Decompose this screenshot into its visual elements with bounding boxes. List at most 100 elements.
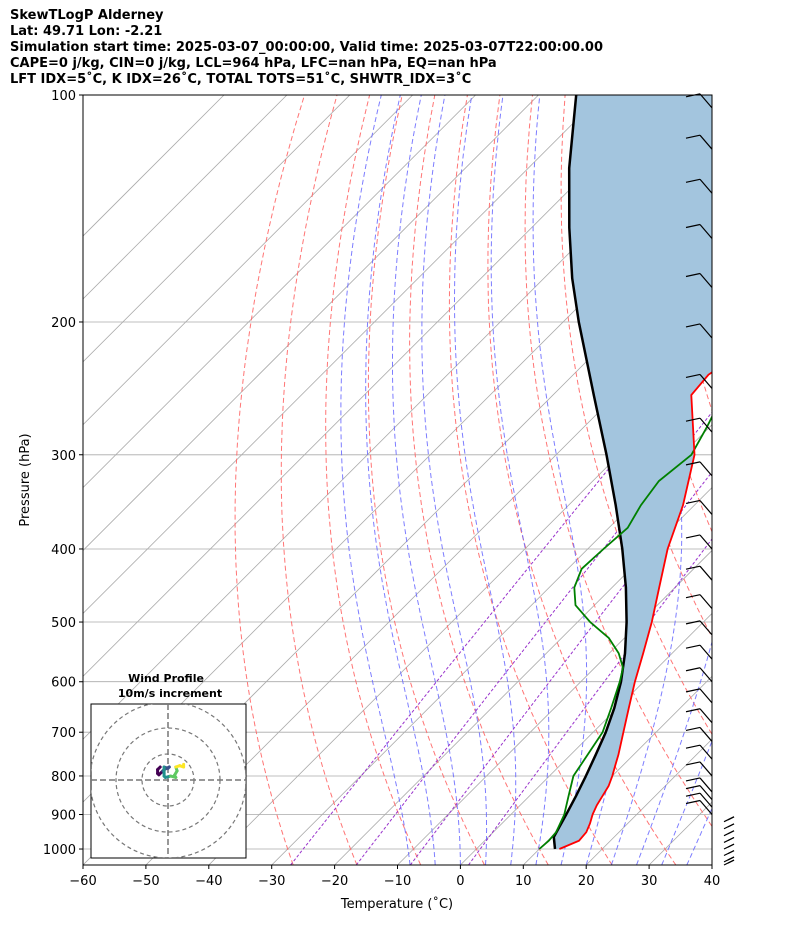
wind-barb bbox=[685, 417, 713, 433]
isotherm-line bbox=[83, 95, 539, 552]
wind-barb bbox=[685, 792, 713, 808]
isotherm-line bbox=[83, 95, 602, 614]
title-stability: CAPE=0 j/kg, CIN=0 j/kg, LCL=964 hPa, LF… bbox=[10, 56, 497, 71]
wind-barbs bbox=[685, 93, 735, 866]
mixing-ratio-line bbox=[290, 394, 670, 865]
dewpoint-line bbox=[538, 414, 712, 850]
dry-adiabat-line bbox=[325, 95, 422, 865]
isotherm-line bbox=[145, 298, 712, 865]
isotherm-line bbox=[775, 95, 794, 865]
x-tick-label: 20 bbox=[578, 874, 595, 889]
chart-title: SkewTLogP Alderney Lat: 49.71 Lon: -2.21… bbox=[10, 8, 603, 88]
moist-adiabat-line bbox=[636, 95, 712, 865]
isotherm-line bbox=[397, 549, 712, 865]
moist-adiabat-line bbox=[454, 95, 517, 865]
dry-adiabat-line bbox=[560, 95, 712, 736]
wind-barb bbox=[723, 859, 735, 866]
dry-adiabat-line bbox=[448, 95, 613, 865]
wind-barb bbox=[685, 799, 713, 815]
wind-barb bbox=[685, 708, 713, 724]
dry-adiabat-line bbox=[280, 95, 358, 865]
isotherm-line bbox=[83, 95, 413, 426]
moist-adiabat-line bbox=[392, 95, 461, 865]
wind-barb bbox=[685, 761, 713, 777]
y-axis-label: Pressure (hPa) bbox=[18, 433, 33, 526]
dry-adiabat-line bbox=[234, 95, 305, 865]
temperature-line bbox=[559, 371, 712, 850]
y-tick-label: 1000 bbox=[43, 843, 76, 858]
moist-adiabat-line bbox=[532, 95, 588, 865]
x-tick-label: 40 bbox=[704, 874, 721, 889]
isotherm-line bbox=[83, 95, 288, 300]
wind-barb bbox=[685, 534, 713, 550]
y-tick-label: 500 bbox=[51, 616, 76, 631]
wind-barb bbox=[685, 667, 713, 683]
wind-barb bbox=[685, 785, 713, 801]
x-tick-label: −30 bbox=[258, 874, 285, 889]
x-tick-label: −20 bbox=[321, 874, 348, 889]
wind-barb bbox=[685, 178, 713, 194]
axes-layer: −60 −50 −40 −30 −20 −10 0 10 20 30 40 1000 900 800 700… bbox=[43, 89, 720, 889]
wind-barb bbox=[685, 726, 713, 742]
hodograph-subtitle: 10m/s increment bbox=[118, 687, 222, 700]
wind-barb bbox=[723, 823, 735, 830]
x-tick-label: −40 bbox=[195, 874, 222, 889]
moist-adiabat-line bbox=[686, 807, 712, 865]
wind-barb bbox=[685, 620, 713, 636]
isotherm-line bbox=[334, 487, 712, 865]
wind-barb bbox=[685, 594, 713, 610]
x-tick-label: 10 bbox=[515, 874, 532, 889]
hodograph-title: Wind Profile bbox=[128, 672, 204, 685]
moist-adiabat-line bbox=[365, 95, 436, 865]
title-times: Simulation start time: 2025-03-07_00:00:… bbox=[10, 40, 603, 55]
y-tick-label: 800 bbox=[51, 770, 76, 785]
wind-barb bbox=[685, 223, 713, 239]
wind-barb bbox=[723, 836, 735, 843]
wind-barb bbox=[685, 644, 713, 660]
wind-barb bbox=[685, 461, 713, 477]
isotherm-line bbox=[208, 361, 712, 865]
wind-barb bbox=[685, 323, 713, 339]
x-tick-label: −60 bbox=[69, 874, 96, 889]
wind-barb bbox=[723, 856, 735, 863]
isotherm-line bbox=[83, 95, 225, 237]
dry-adiabat-line bbox=[409, 95, 549, 865]
wind-barb bbox=[723, 816, 735, 823]
wind-barb bbox=[685, 688, 713, 704]
dry-adiabat-line bbox=[662, 95, 712, 413]
moist-adiabat-line bbox=[340, 95, 411, 865]
y-tick-label: 400 bbox=[51, 543, 76, 558]
x-tick-label: −10 bbox=[384, 874, 411, 889]
y-tick-label: 100 bbox=[51, 89, 76, 104]
x-tick-label: −50 bbox=[132, 874, 159, 889]
title-indices: LFT IDX=5˚C, K IDX=26˚C, TOTAL TOTS=51˚C… bbox=[10, 72, 472, 87]
x-tick-label: 30 bbox=[641, 874, 658, 889]
wind-barb bbox=[685, 134, 713, 150]
x-tick-label: 0 bbox=[456, 874, 464, 889]
wind-barb bbox=[685, 777, 713, 793]
hodograph-inset: Wind Profile 10m/s increment bbox=[90, 672, 247, 859]
y-tick-label: 300 bbox=[51, 449, 76, 464]
mixing-ratio-line bbox=[468, 538, 712, 865]
dry-adiabat-line bbox=[367, 95, 485, 865]
hodograph-plot bbox=[91, 704, 246, 858]
wind-barb bbox=[723, 850, 735, 857]
dry-adiabat-line bbox=[524, 95, 712, 828]
wind-barb bbox=[685, 373, 713, 389]
moist-adiabat-line bbox=[421, 95, 488, 865]
mixing-ratio-line bbox=[355, 411, 712, 865]
dry-adiabat-line bbox=[487, 95, 677, 865]
dry-adiabat-line bbox=[728, 95, 794, 865]
wind-barb bbox=[685, 565, 713, 581]
isotherm-line bbox=[83, 95, 476, 489]
x-axis-label: Temperature (˚C) bbox=[340, 896, 453, 912]
cape-cin-shading bbox=[553, 95, 712, 849]
isotherm-line bbox=[83, 95, 351, 363]
wind-barb bbox=[685, 499, 713, 515]
data-layer bbox=[538, 95, 712, 850]
isotherm-line bbox=[523, 675, 712, 865]
wind-barb bbox=[685, 744, 713, 760]
isotherm-line bbox=[460, 612, 712, 865]
moist-adiabat-line bbox=[490, 95, 550, 865]
y-tick-label: 900 bbox=[51, 809, 76, 824]
